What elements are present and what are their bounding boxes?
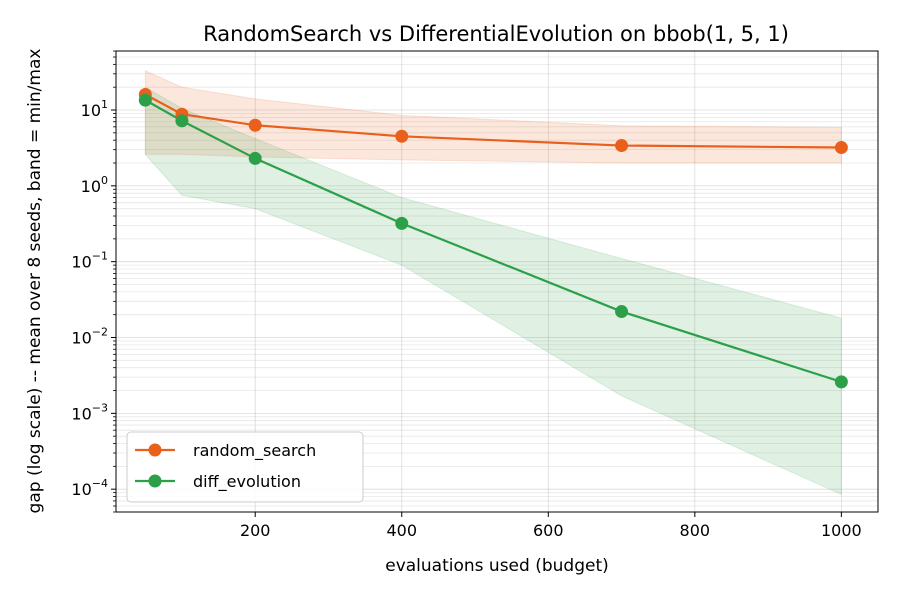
x-tick-label: 1000	[821, 521, 862, 540]
legend-marker-random_search	[148, 443, 162, 457]
legend-marker-diff_evolution	[148, 474, 162, 488]
diff_evolution-line	[144, 99, 842, 383]
y-tick-label: 10−4	[71, 477, 108, 499]
diff_evolution-point	[834, 375, 848, 389]
random_search-point	[834, 141, 848, 155]
y-tick-label: 100	[81, 174, 108, 196]
legend-label-diff_evolution: diff_evolution	[193, 472, 301, 492]
x-tick-label: 600	[533, 521, 564, 540]
series-lines	[144, 93, 842, 383]
diff_evolution-band	[144, 86, 842, 496]
diff_evolution-point	[248, 151, 262, 165]
diff_evolution-point	[395, 216, 409, 230]
y-tick-label: 10−2	[71, 326, 108, 348]
plot-frame	[115, 50, 879, 513]
random_search-line	[144, 93, 842, 149]
random_search-point	[615, 139, 629, 153]
x-tick-label: 800	[680, 521, 711, 540]
legend-label-random_search: random_search	[193, 441, 316, 461]
diff_evolution-point	[138, 93, 152, 107]
y-axis-label: gap (log scale) -- mean over 8 seeds, ba…	[25, 49, 45, 514]
legend-items: random_search diff_evolution	[135, 441, 316, 492]
legend-box	[126, 431, 364, 503]
x-tick-label: 200	[240, 521, 271, 540]
x-axis-ticks: 200 400 600 800 1000	[240, 512, 862, 540]
y-tick-label: 101	[81, 98, 108, 120]
diff_evolution-point	[175, 114, 189, 128]
diff_evolution-point	[615, 305, 629, 319]
random_search-point	[395, 129, 409, 143]
series-points	[138, 88, 848, 389]
chart-title: RandomSearch vs DifferentialEvolution on…	[203, 22, 789, 46]
y-tick-label: 10−3	[71, 401, 108, 423]
uncertainty-bands	[144, 69, 842, 496]
y-tick-label: 10−1	[71, 250, 108, 272]
random_search-band	[144, 69, 842, 164]
y-axis-ticks: 101 100 10−1 10−2 10−3 10−4	[71, 50, 116, 513]
x-axis-label: evaluations used (budget)	[385, 556, 609, 576]
random_search-point	[248, 118, 262, 132]
x-tick-label: 400	[386, 521, 417, 540]
legend: random_search diff_evolution	[126, 431, 364, 503]
